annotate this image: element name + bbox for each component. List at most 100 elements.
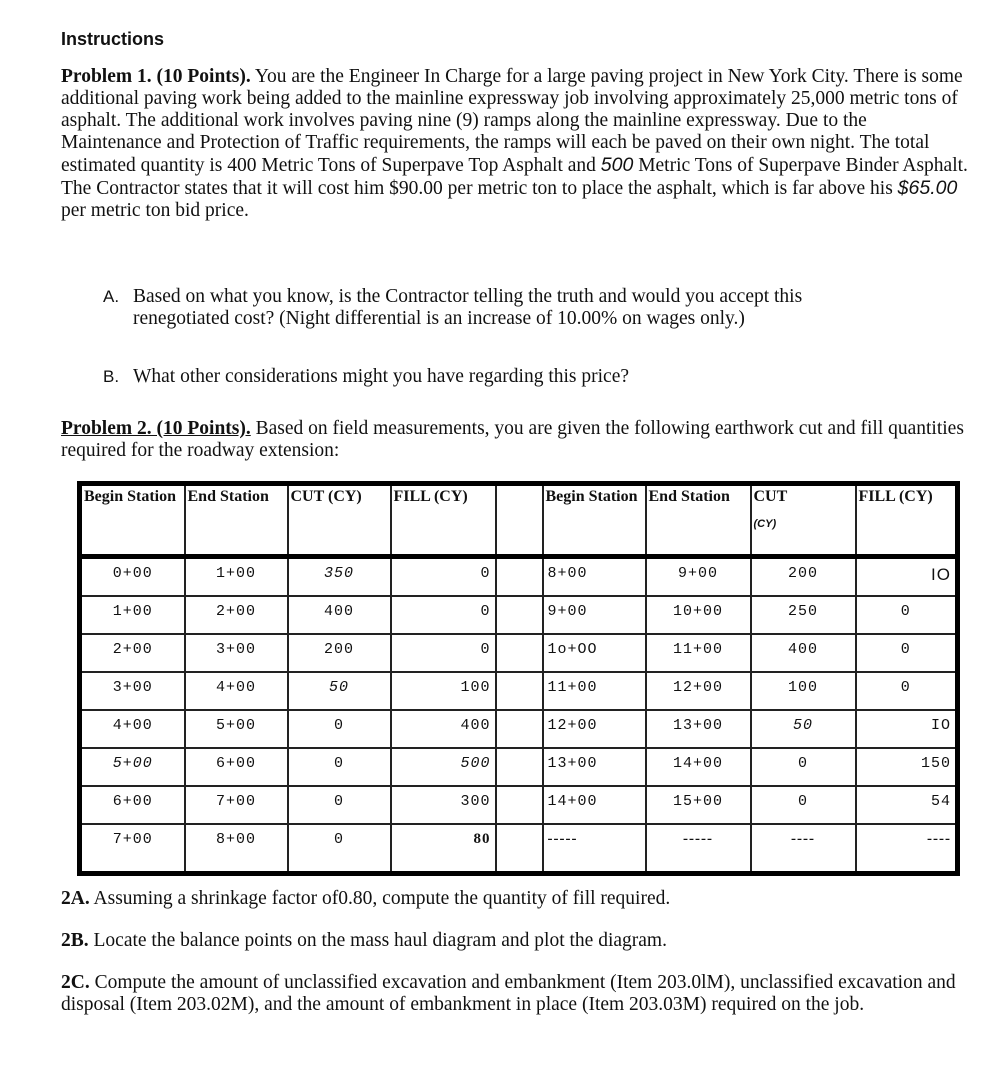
cell-value: 2+00 <box>112 641 153 658</box>
cell-c2: 400 <box>749 633 857 673</box>
cell-value: 15+00 <box>672 793 723 810</box>
cell-value: 400 <box>460 717 491 734</box>
cell-e1: 2+00 <box>183 595 289 635</box>
problem-1-body-2: Metric Tons of Superpave Binder Asphalt.… <box>61 155 968 199</box>
cell-value: 3+00 <box>215 641 256 658</box>
cell-f2: IO <box>854 709 959 749</box>
question-2a-label: 2A. <box>61 888 90 909</box>
cell-value: 0 <box>333 831 344 848</box>
cell-value: 11+00 <box>672 641 723 658</box>
cell-f2: IO <box>854 555 959 597</box>
cell-e1: 7+00 <box>183 785 289 825</box>
header-fill-2: FILL (CY) <box>854 482 959 559</box>
cell-b1: 2+00 <box>78 633 186 673</box>
cell-b1: 4+00 <box>78 709 186 749</box>
cell-e2: 13+00 <box>644 709 752 749</box>
cell-f1: 400 <box>389 709 497 749</box>
cell-value: 7+00 <box>215 793 256 810</box>
cell-value: ---- <box>791 831 815 847</box>
cell-value: 0 <box>480 603 491 620</box>
cell-c2: 200 <box>749 555 857 597</box>
question-a-text: Based on what you know, is the Contracto… <box>133 286 803 329</box>
problem-2-body: Based on field measurements, you are giv… <box>61 418 964 461</box>
cell-e2: ----- <box>644 823 752 875</box>
cell-e2: 14+00 <box>644 747 752 787</box>
cell-e2: 12+00 <box>644 671 752 711</box>
cell-value: 0 <box>797 755 808 772</box>
cell-value: 80 <box>473 831 491 847</box>
cell-b2: 12+00 <box>541 709 647 749</box>
cell-spacer <box>494 555 544 597</box>
cell-value: 1o+OO <box>547 641 598 658</box>
cell-value: 200 <box>787 565 818 582</box>
question-2b-text: Locate the balance points on the mass ha… <box>88 930 667 951</box>
cell-value: 14+00 <box>672 755 723 772</box>
cell-value: 13+00 <box>547 755 598 772</box>
cell-e2: 10+00 <box>644 595 752 635</box>
header-cut: CUT (CY) <box>286 482 392 559</box>
cell-value: 0 <box>900 641 911 658</box>
question-a: A. Based on what you know, is the Contrac… <box>103 286 802 329</box>
cell-value: 9+00 <box>677 565 718 582</box>
cell-e1: 1+00 <box>183 555 289 597</box>
table-row: 2+00 3+00 200 0 1o+OO 11+00 400 0 <box>78 633 959 673</box>
question-b: B. What other considerations might you ha… <box>103 366 629 388</box>
cell-e1: 5+00 <box>183 709 289 749</box>
cell-b1: 7+00 <box>78 823 186 875</box>
cell-f2: 150 <box>854 747 959 787</box>
header-begin-station: Begin Station <box>78 482 186 559</box>
cell-value: 0 <box>797 793 808 810</box>
cell-value: 10+00 <box>672 603 723 620</box>
cell-b2: 11+00 <box>541 671 647 711</box>
cell-b2: 13+00 <box>541 747 647 787</box>
header-fill: FILL (CY) <box>389 482 497 559</box>
header-cut-2: CUT (CY) <box>749 482 857 559</box>
instructions-heading: Instructions <box>61 29 165 49</box>
cell-value: 400 <box>787 641 818 658</box>
table-header-row: Begin Station End Station CUT (CY) FILL … <box>78 482 959 559</box>
table-row: 1+00 2+00 400 0 9+00 10+00 250 0 <box>78 595 959 635</box>
cell-value: ----- <box>683 831 713 847</box>
question-2a-text: Assuming a shrinkage factor of0.80, comp… <box>89 888 671 909</box>
cell-c2: 250 <box>749 595 857 635</box>
header-spacer <box>494 482 544 559</box>
cell-f1: 0 <box>389 595 497 635</box>
cell-e1: 3+00 <box>183 633 289 673</box>
cell-e2: 15+00 <box>644 785 752 825</box>
cell-value: 0 <box>480 565 491 582</box>
cell-c1: 400 <box>286 595 392 635</box>
problem-2-text: Problem 2. (10 Points). Based on field m… <box>61 418 971 462</box>
table-row: 6+00 7+00 0 300 14+00 15+00 0 54 <box>78 785 959 825</box>
cell-f1: 500 <box>389 747 497 787</box>
cell-b2: 1o+OO <box>541 633 647 673</box>
question-2c-label: 2C. <box>61 972 90 993</box>
header-begin-station-2: Begin Station <box>541 482 647 559</box>
cell-value: 500 <box>460 755 491 772</box>
cell-e1: 4+00 <box>183 671 289 711</box>
header-cut-2-label: CUT <box>753 488 788 505</box>
cell-c1: 0 <box>286 785 392 825</box>
cell-f1: 80 <box>389 823 497 875</box>
cell-value: ----- <box>547 831 578 847</box>
cell-value: 0 <box>333 793 344 810</box>
cell-value: 50 <box>792 717 813 734</box>
cell-spacer <box>494 595 544 635</box>
cell-value: 5+00 <box>112 755 153 772</box>
cell-f2: 0 <box>854 671 959 711</box>
cell-b1: 6+00 <box>78 785 186 825</box>
cell-value: 0 <box>333 755 344 772</box>
cell-value: 0 <box>900 603 911 620</box>
cell-spacer <box>494 785 544 825</box>
cell-value: 6+00 <box>112 793 153 810</box>
table-row: 3+00 4+00 50 100 11+00 12+00 100 0 <box>78 671 959 711</box>
cell-value: 0+00 <box>112 565 153 582</box>
cell-c2: 0 <box>749 747 857 787</box>
cell-value: 7+00 <box>112 831 153 848</box>
cell-value: 54 <box>930 793 951 810</box>
header-end-station: End Station <box>183 482 289 559</box>
question-2b: 2B. Locate the balance points on the mas… <box>61 930 667 952</box>
problem-1-body-3: per metric ton bid price. <box>61 200 249 221</box>
cell-c2: ---- <box>749 823 857 875</box>
cell-c1: 50 <box>286 671 392 711</box>
cell-e2: 11+00 <box>644 633 752 673</box>
